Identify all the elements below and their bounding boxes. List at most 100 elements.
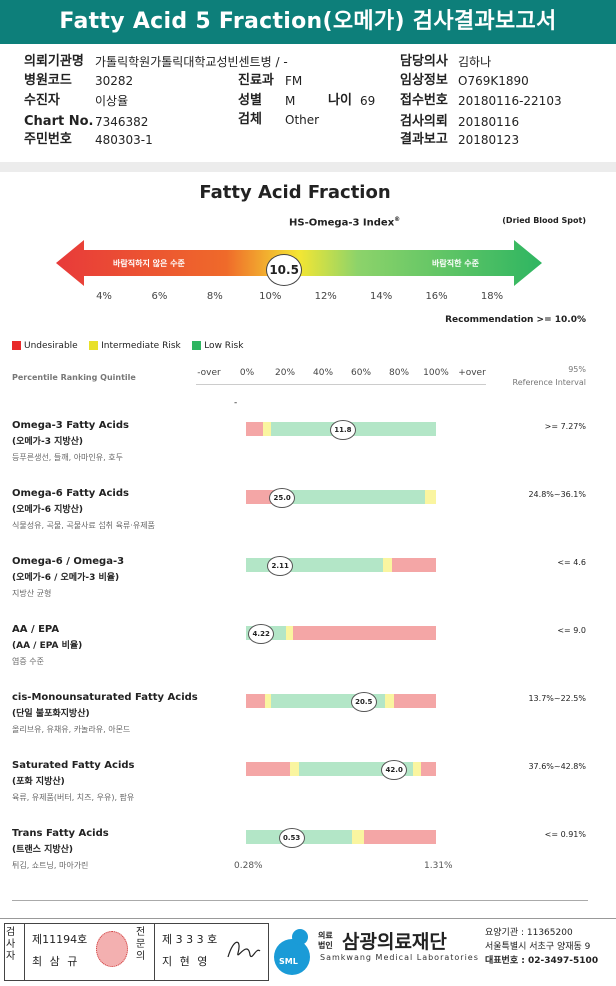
logo-text: SML (279, 957, 298, 966)
bar-segment-yellow (384, 694, 395, 708)
row-description: 육류, 유제품(버터, 치즈, 우유), 팜유 (12, 793, 135, 802)
row-name: Omega-6 Fatty Acids (12, 488, 129, 499)
seal-icon (96, 931, 128, 967)
corp-english-name: Samkwang Medical Laboratories (320, 953, 479, 962)
result-value: 20180123 (458, 133, 520, 147)
footer: 검사자 제11194호 최 삼 규 전문의 제 3 3 3 호 지 현 영 SM… (0, 918, 616, 986)
bar-segment-green (287, 490, 425, 504)
row-korean-name: (오메가-3 지방산) (12, 437, 84, 447)
specialist-number: 제 3 3 3 호 (162, 933, 218, 946)
index-tick-2: 8% (206, 291, 223, 302)
agency-number: 요양기관 : 11365200 (485, 928, 573, 938)
specimen-value: Other (285, 113, 320, 127)
dried-blood-spot-label: (Dried Blood Spot) (502, 216, 586, 225)
patient-info-panel: 의뢰기관명 가톨릭학원가톨릭대학교성빈센트병 / - 병원코드 30282 진료… (0, 48, 616, 156)
index-tick-7: 18% (480, 291, 504, 302)
legend-intermediate-swatch (89, 341, 99, 350)
percentile-header: Percentile Ranking Quintile (12, 373, 136, 382)
recommendation-label: Recommendation >= 10.0% (445, 315, 586, 325)
row-value-marker: 20.5 (350, 692, 377, 712)
specialist-label: 전문의 (136, 927, 146, 962)
age-value: 69 (360, 94, 376, 108)
row-value-marker: 11.8 (329, 420, 356, 440)
legend-undesirable: Undesirable (24, 341, 78, 351)
address: 서울특별시 서초구 양재동 9 (485, 942, 591, 952)
index-value: 10.5 (269, 263, 299, 277)
legend-low-swatch (192, 341, 202, 350)
percentile-tick-7: +over (458, 368, 486, 378)
legend-low: Low Risk (204, 341, 244, 351)
percentile-tick-4: 60% (350, 368, 372, 378)
row-korean-name: (AA / EPA 비율) (12, 641, 83, 651)
bar-segment-yellow (265, 694, 271, 708)
row-value-marker: 0.53 (278, 828, 305, 848)
legend-undesirable-swatch (12, 341, 21, 350)
row-description: 올리브유, 유채유, 카놀라유, 아몬드 (12, 725, 131, 734)
bar-segment-yellow (263, 422, 271, 436)
row-reference: <= 4.6 (557, 558, 586, 567)
bar-segment-red (394, 694, 436, 708)
signature-mark (227, 941, 261, 958)
row-description: 식물성유, 곡물, 곡물사료 섭취 육류·유제품 (12, 521, 155, 530)
chart-value: 7346382 (95, 115, 149, 129)
footer-divider-1 (24, 923, 25, 981)
clinical-value: O769K1890 (458, 74, 529, 88)
bar-segment-yellow (285, 626, 294, 640)
trans-max: 1.31% (424, 861, 453, 871)
specimen-label: 검체 (238, 112, 262, 127)
percentile-tick-0: -over (197, 368, 221, 378)
row-korean-name: (오메가-6 / 오메가-3 비율) (12, 573, 120, 583)
index-tick-6: 16% (425, 291, 448, 302)
row-value-marker: 25.0 (269, 488, 296, 508)
row-name: Omega-3 Fatty Acids (12, 420, 129, 431)
legend: Undesirable Intermediate Risk Low Risk (12, 341, 243, 351)
trans-min: 0.28% (234, 861, 263, 871)
bar-segment-yellow (352, 830, 364, 844)
legend-intermediate: Intermediate Risk (101, 341, 181, 351)
bar-segment-yellow (413, 762, 421, 776)
chart-label: Chart No. (24, 114, 94, 129)
bottom-rule (12, 900, 588, 901)
row-reference: <= 0.91% (544, 830, 586, 839)
clinical-label: 임상정보 (400, 73, 448, 88)
percentile-tick-2: 20% (274, 368, 296, 378)
scale-rule (196, 384, 486, 385)
scale-dash: - (234, 398, 238, 408)
institution-value: 가톨릭학원가톨릭대학교성빈센트병 / - (95, 55, 288, 69)
tester-label: 검사자 (6, 927, 16, 962)
dept-value: FM (285, 74, 303, 88)
bar-segment-red (392, 558, 436, 572)
doctor-value: 김하나 (458, 55, 492, 69)
row-korean-name: (트랜스 지방산) (12, 845, 74, 855)
id-value: 480303-1 (95, 133, 153, 147)
row-name: cis-Monounsaturated Fatty Acids (12, 692, 198, 703)
row-value-marker: 42.0 (381, 760, 408, 780)
institution-label: 의뢰기관명 (24, 54, 84, 69)
index-name: HS-Omega-3 Index® (289, 216, 401, 229)
patient-label: 수진자 (24, 93, 60, 108)
undesirable-level-label: 바람직하지 않은 수준 (113, 259, 185, 268)
sex-label: 성별 (238, 93, 262, 108)
request-label: 검사의뢰 (400, 114, 448, 129)
section-divider (0, 162, 616, 172)
row-name: Omega-6 / Omega-3 (12, 556, 125, 567)
specialist-name: 지 현 영 (162, 955, 210, 968)
row-description: 등푸른생선, 들깨, 아마인유, 호두 (12, 453, 123, 462)
tester-name: 최 삼 규 (32, 955, 80, 968)
percentile-tick-1: 0% (239, 368, 255, 378)
row-name: AA / EPA (12, 624, 60, 635)
request-value: 20180116 (458, 115, 520, 129)
row-bar (246, 830, 436, 844)
sml-logo-icon (274, 929, 310, 975)
desirable-level-label: 바람직한 수준 (432, 259, 479, 268)
row-value-marker: 4.22 (248, 624, 275, 644)
row-korean-name: (단일 불포화지방산) (12, 709, 90, 719)
ref-interval-95: 95% (568, 365, 586, 374)
tester-number: 제11194호 (32, 933, 88, 946)
row-bar (246, 626, 436, 640)
age-label: 나이 (328, 93, 352, 108)
row-description: 튀김, 쇼트닝, 마아가린 (12, 861, 89, 870)
bar-segment-red (363, 830, 436, 844)
bar-segment-red (246, 422, 264, 436)
report-title: Fatty Acid 5 Fraction(오메가) 검사결과보고서 (0, 0, 616, 44)
